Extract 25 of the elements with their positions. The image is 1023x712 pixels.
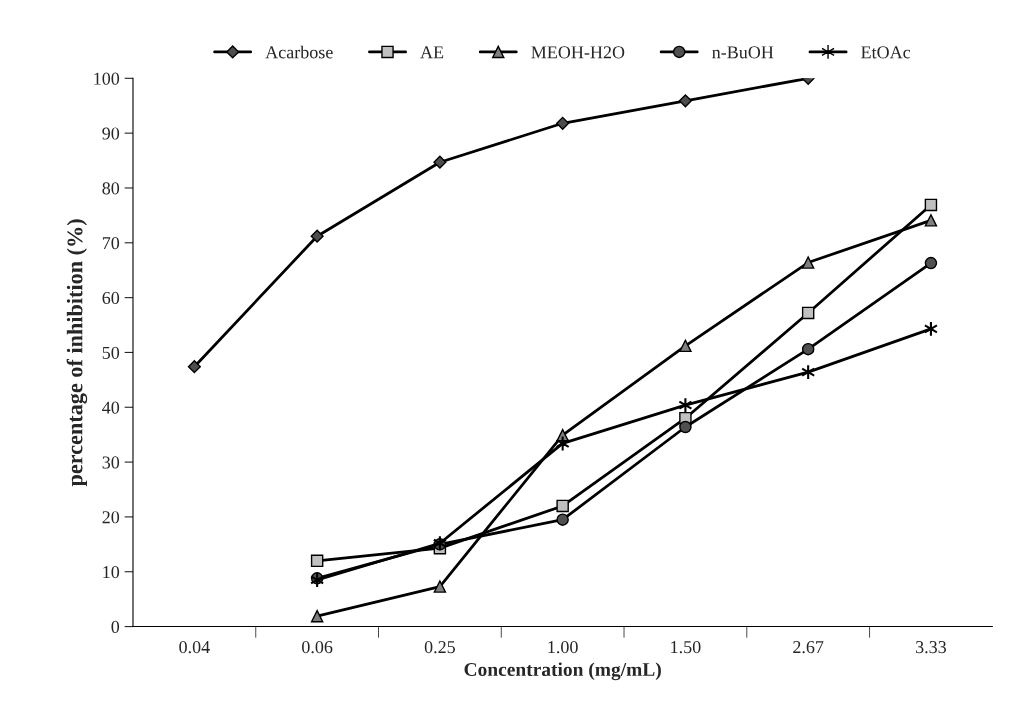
- legend-label: n-BuOH: [712, 46, 774, 59]
- x-axis-title: Concentration (mg/mL): [464, 662, 661, 681]
- x-tick-label: 0.25: [424, 640, 455, 654]
- y-tick-label: 100: [94, 72, 120, 85]
- y-tick-label: 30: [102, 456, 120, 469]
- y-tick-label: 40: [102, 401, 120, 414]
- x-tick-label: 1.50: [671, 640, 701, 654]
- legend-label: MEOH-H2O: [531, 46, 625, 59]
- y-tick-label: 60: [102, 291, 120, 305]
- x-tick-label: 0.06: [302, 640, 333, 654]
- y-tick-label: 10: [103, 565, 120, 579]
- y-tick-label: 70: [102, 237, 120, 250]
- y-tick-label: 80: [102, 182, 120, 195]
- y-tick-label: 20: [102, 511, 120, 524]
- y-axis-title: percentage of inhibition (%): [66, 219, 88, 487]
- x-tick-label: 0.04: [179, 640, 210, 654]
- legend-label: Acarbose: [265, 45, 333, 59]
- y-tick-label: 0: [111, 620, 120, 633]
- legend-label: AE: [420, 46, 444, 59]
- x-tick-label: 3.33: [915, 641, 947, 654]
- x-tick-label: 2.67: [793, 641, 824, 654]
- legend-label: EtOAc: [861, 46, 911, 59]
- y-tick-label: 90: [102, 127, 120, 140]
- y-tick-label: 50: [102, 346, 120, 359]
- x-tick-label: 1.00: [548, 640, 578, 654]
